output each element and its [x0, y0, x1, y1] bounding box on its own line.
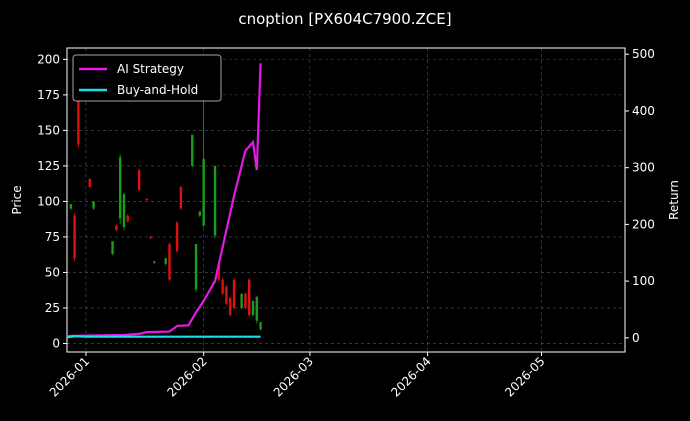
candle-body [251, 300, 255, 316]
x-tick-label: 2026-03 [271, 354, 316, 399]
line-series [66, 335, 261, 339]
candle-body [240, 293, 243, 308]
candle-body [179, 187, 183, 209]
plot-frame [66, 47, 626, 353]
x-tick-label: 2026-01 [47, 354, 92, 399]
chart-title: cnoption [PX604C7900.ZCE] [238, 10, 451, 28]
candle-body [244, 293, 247, 308]
candle-body [115, 225, 118, 230]
candle-body [164, 258, 167, 264]
y-axis-label: Price [10, 185, 24, 214]
candle-body [92, 201, 95, 209]
x-tick-label: 2026-04 [388, 354, 433, 399]
line-series [66, 63, 262, 338]
y-tick-label: 0 [52, 336, 60, 350]
y-tick-label: 75 [45, 230, 60, 244]
candle-body [248, 279, 251, 316]
y-tick-label: 125 [37, 159, 60, 173]
candle-body [213, 165, 217, 236]
candle-body [153, 261, 156, 263]
candle-body [145, 198, 148, 200]
x-tick-label: 2026-02 [164, 354, 209, 399]
candle-body [217, 265, 221, 280]
y2-tick-label: 400 [632, 104, 655, 118]
legend: AI Strategy Buy-and-Hold [72, 54, 222, 102]
y-tick-label: 25 [45, 301, 60, 315]
legend-label: Buy-and-Hold [117, 83, 198, 97]
y2-tick-label: 0 [632, 331, 640, 345]
y-tick-label: 100 [37, 194, 60, 208]
candle-body [229, 298, 232, 316]
y-tick-label: 150 [37, 123, 60, 137]
y2-tick-label: 500 [632, 47, 655, 61]
candle-body [221, 279, 224, 294]
candle-body [255, 296, 258, 321]
candle-body [118, 157, 122, 219]
candle-body [168, 244, 171, 280]
y-tick-label: 50 [45, 265, 60, 279]
candle-body [175, 222, 179, 252]
candle-body [122, 194, 126, 227]
y-tick-label: 175 [37, 88, 60, 102]
candle-body [69, 204, 72, 209]
candle-body [73, 215, 76, 259]
legend-label: AI Strategy [117, 62, 184, 76]
y2-tick-label: 300 [632, 161, 655, 175]
candle-body [88, 178, 91, 188]
candle-body [111, 241, 114, 254]
candle-body [194, 244, 198, 290]
candle-body [202, 158, 205, 226]
candle-body [232, 279, 236, 308]
y2-tick-label: 200 [632, 217, 655, 231]
legend-box [72, 54, 222, 102]
candle-body [137, 170, 141, 191]
candle-body [225, 286, 228, 304]
candle-body [198, 211, 202, 216]
candle-body [77, 94, 80, 145]
y2-tick-label: 100 [632, 274, 655, 288]
y-tick-label: 200 [37, 52, 60, 66]
candle-body [259, 322, 262, 330]
y2-axis-label: Return [667, 180, 681, 220]
candle-body [126, 215, 129, 222]
candle-body [149, 236, 152, 239]
x-tick-label: 2026-05 [502, 354, 547, 399]
candle-body [191, 134, 194, 166]
